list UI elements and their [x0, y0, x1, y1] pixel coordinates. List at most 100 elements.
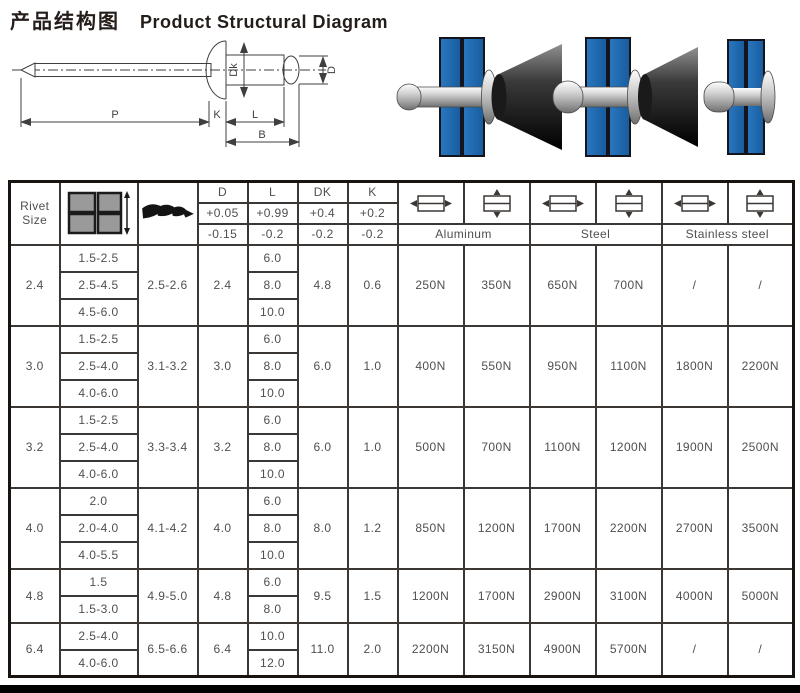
table-row: 4.0-6.0 10.0: [10, 378, 794, 408]
bottom-black-bar: [0, 685, 800, 693]
table-row: 4.8 1.5 4.9-5.0 4.8 6.0 9.5 1.5 1200N 17…: [8, 567, 795, 624]
col-header-d: D: [196, 180, 249, 204]
strength-value: 650N: [528, 243, 597, 327]
dim-l-value: 6.0: [246, 324, 299, 354]
rivet-spec-table: Rivet Size: [8, 180, 795, 678]
dim-label-p: P: [111, 109, 118, 121]
col-header-k: K: [346, 180, 399, 204]
strength-value: 550N: [462, 324, 531, 408]
strength-value: /: [660, 621, 729, 678]
strength-value: 500N: [396, 405, 465, 489]
col-header-dk: DK: [296, 180, 349, 204]
strength-value: 1800N: [660, 324, 729, 408]
tensile-strength-icon: [746, 188, 774, 218]
dim-l-value: 6.0: [246, 567, 299, 597]
strength-value: 1200N: [594, 405, 663, 489]
dim-l-value: 8.0: [246, 432, 299, 462]
strength-value: 2200N: [396, 621, 465, 678]
strength-value: 3100N: [594, 567, 663, 624]
dim-l-value: 10.0: [246, 378, 299, 408]
plate-grip-range-icon: [67, 191, 130, 236]
grip-range-value: 2.5-4.5: [58, 270, 139, 300]
rivet-size-value: 6.4: [8, 621, 61, 678]
strength-value: 1700N: [528, 486, 597, 570]
steel-tensile-icon-cell: [594, 180, 663, 225]
steel-shear-icon-cell: [528, 180, 597, 225]
strength-value: 1100N: [528, 405, 597, 489]
dim-l-value: 8.0: [246, 351, 299, 381]
rivet-mandrel-head-bulged: [552, 80, 584, 114]
dim-k-value: 1.0: [346, 324, 399, 408]
table-row: 4.0-5.5 10.0: [10, 540, 794, 570]
strength-value: 700N: [594, 243, 663, 327]
rivet-mandrel-head: [396, 83, 422, 111]
rivet-body: [730, 88, 766, 106]
tensile-strength-icon: [614, 188, 643, 218]
drill-size-value: 4.9-5.0: [136, 567, 199, 624]
grip-range-value: 1.5-2.5: [58, 243, 139, 273]
grip-range-value: 2.5-4.0: [58, 621, 139, 651]
strength-value: 4000N: [660, 567, 729, 624]
grip-range-icon-cell: [58, 180, 139, 246]
dim-l-value: 12.0: [246, 648, 299, 678]
tol-plus-l: +0.99: [246, 201, 299, 225]
dim-d-value: 3.0: [196, 324, 249, 408]
strength-value: 3150N: [462, 621, 531, 678]
dim-l-value: 6.0: [246, 243, 299, 273]
shear-strength-icon: [673, 195, 716, 212]
table-row: 4.5-6.0 10.0: [10, 297, 794, 327]
dim-l-value: 8.0: [246, 594, 299, 624]
strength-value: 1200N: [462, 486, 531, 570]
drill-bit-icon: [141, 204, 194, 219]
dim-d-value: 3.2: [196, 405, 249, 489]
dim-k-value: 1.5: [346, 567, 399, 624]
rivet-gun-nose: [499, 44, 562, 150]
dim-l-value: 6.0: [246, 405, 299, 435]
install-step-3-illustration: [703, 39, 776, 155]
page-title: 产品结构图 Product Structural Diagram: [10, 5, 388, 34]
strength-value: 250N: [396, 243, 465, 327]
grip-range-value: 2.0-4.0: [58, 513, 139, 543]
dim-l-value: 10.0: [246, 459, 299, 489]
shear-strength-icon: [541, 195, 584, 212]
tensile-strength-icon: [482, 188, 511, 218]
strength-value: 400N: [396, 324, 465, 408]
grip-range-value: 2.5-4.0: [58, 432, 139, 462]
strength-value: 850N: [396, 486, 465, 570]
dim-label-b: B: [258, 129, 265, 141]
tol-plus-dk: +0.4: [296, 201, 349, 225]
drill-size-value: 3.3-3.4: [136, 405, 199, 489]
table-row: 4.0-6.0 12.0: [10, 648, 794, 678]
dim-l-value: 10.0: [246, 540, 299, 570]
strength-value: /: [660, 243, 729, 327]
grip-range-value: 1.5: [58, 567, 139, 597]
strength-value: 1900N: [660, 405, 729, 489]
table-row: 2.4 1.5-2.5 2.5-2.6 2.4 6.0 4.8 0.6 250N…: [8, 243, 795, 327]
strength-value: 1700N: [462, 567, 531, 624]
rivet-size-value: 4.0: [8, 486, 61, 570]
gun-nose-tip: [638, 74, 652, 120]
dim-l-value: 10.0: [246, 297, 299, 327]
strength-value: 1200N: [396, 567, 465, 624]
table-row: 2.5-4.0 8.0: [10, 351, 794, 381]
strength-value: 2200N: [726, 324, 795, 408]
grip-range-value: 1.5-2.5: [58, 405, 139, 435]
dim-d-value: 2.4: [196, 243, 249, 327]
strength-value: 2200N: [594, 486, 663, 570]
dim-l-value: 8.0: [246, 513, 299, 543]
drill-size-value: 3.1-3.2: [136, 324, 199, 408]
rivet-size-value: 4.8: [8, 567, 61, 624]
material-header-steel: Steel: [528, 222, 663, 246]
grip-range-value: 2.5-4.0: [58, 351, 139, 381]
table-row: 3.2 1.5-2.5 3.3-3.4 3.2 6.0 6.0 1.0 500N…: [8, 405, 795, 489]
tol-minus-d: -0.15: [196, 222, 249, 246]
table-row: 3.0 1.5-2.5 3.1-3.2 3.0 6.0 6.0 1.0 400N…: [8, 324, 795, 408]
title-english: Product Structural Diagram: [140, 12, 389, 32]
grip-range-value: 4.0-6.0: [58, 648, 139, 678]
dim-label-dk: Dk: [228, 63, 240, 77]
rivet-flange: [760, 70, 776, 124]
grip-range-value: 4.5-6.0: [58, 297, 139, 327]
material-header-aluminum: Aluminum: [396, 222, 531, 246]
strength-value: 950N: [528, 324, 597, 408]
